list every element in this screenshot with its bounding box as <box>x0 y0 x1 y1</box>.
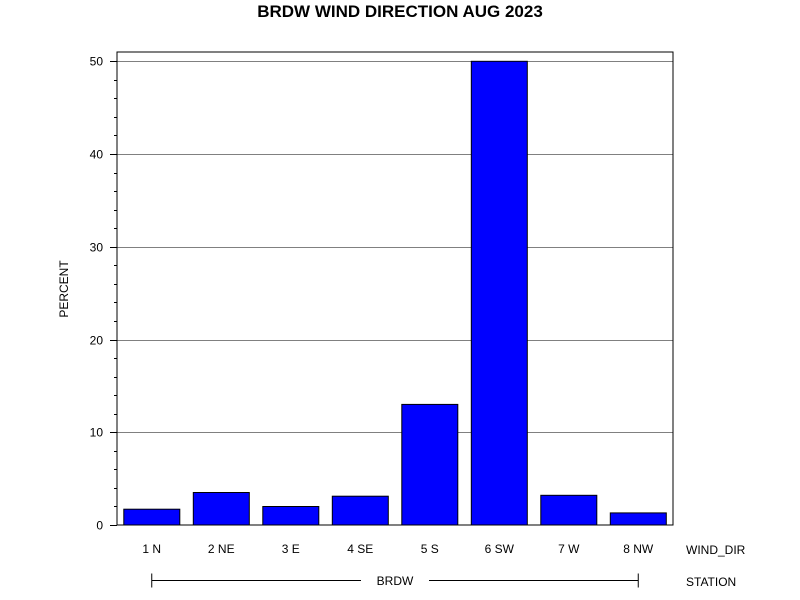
chart-title: BRDW WIND DIRECTION AUG 2023 <box>257 2 543 21</box>
bar <box>540 494 598 526</box>
gridlines <box>117 61 673 433</box>
y-tick-label: 40 <box>90 148 104 162</box>
y-axis-label: PERCENT <box>57 260 71 318</box>
y-tick-label: 0 <box>96 519 103 533</box>
y-tick-label: 50 <box>90 55 104 69</box>
x-tick-label: 4 SE <box>347 542 373 556</box>
x-tick-label: 7 W <box>558 542 580 556</box>
x-axis-label: WIND_DIR <box>686 543 746 557</box>
bar <box>470 60 528 526</box>
x-tick-label: 6 SW <box>485 542 515 556</box>
x-tick-label: 8 NW <box>623 542 654 556</box>
x-tick-label: 5 S <box>421 542 439 556</box>
y-tick-label: 20 <box>90 334 104 348</box>
x-tick-label: 3 E <box>282 542 300 556</box>
bar <box>609 512 667 526</box>
y-tick-label: 10 <box>90 426 104 440</box>
plot-frame <box>116 51 674 526</box>
y-tick-label: 30 <box>90 241 104 255</box>
x-axis: 1 N 2 NE 3 E 4 SE 5 S 6 SW 7 W 8 NW <box>142 542 654 556</box>
bar <box>401 403 459 526</box>
bar <box>123 508 181 526</box>
y-axis: 0 10 20 30 40 50 <box>90 55 117 533</box>
bar <box>262 506 320 526</box>
station-axis-label: STATION <box>686 575 736 589</box>
x-tick-label: 1 N <box>142 542 161 556</box>
bar <box>331 495 389 526</box>
bar <box>192 492 250 526</box>
bars <box>123 60 667 526</box>
station-value-label: BRDW <box>377 574 414 588</box>
x-tick-label: 2 NE <box>208 542 235 556</box>
station-bracket: BRDW <box>151 573 639 588</box>
